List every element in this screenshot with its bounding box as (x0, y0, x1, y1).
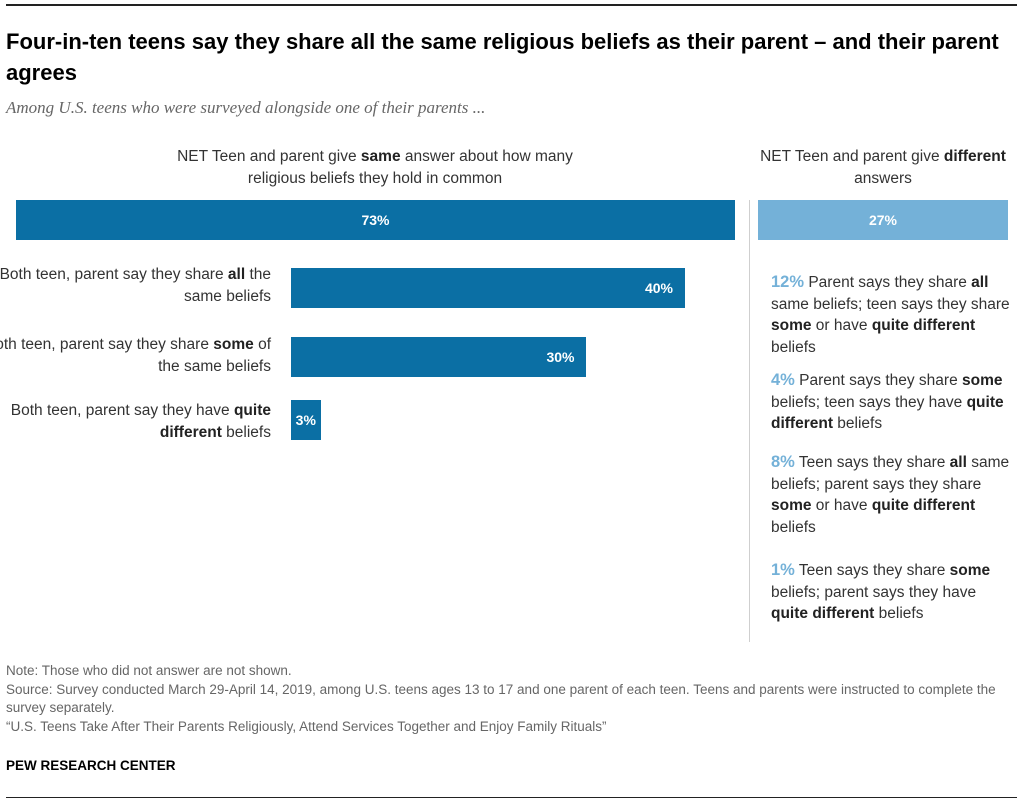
different-breakdown-item: 8% Teen says they share all same beliefs… (771, 453, 1010, 536)
different-breakdown-item: 1% Teen says they share some beliefs; pa… (771, 561, 991, 622)
chart-notes: Note: Those who did not answer are not s… (6, 662, 1016, 736)
same-breakdown-value-label: 30% (546, 349, 575, 365)
chart-title: Four-in-ten teens say they share all the… (6, 29, 999, 85)
different-breakdown-value-label: 8% (771, 453, 795, 471)
same-breakdown-bar (291, 337, 587, 377)
same-breakdown-category-label: Both teen, parent say they share all the… (0, 266, 271, 305)
different-breakdown-value-label: 1% (771, 561, 795, 579)
same-breakdown-bar (291, 268, 685, 308)
same-breakdown-bar (291, 400, 321, 440)
net-different-bar (758, 200, 1008, 240)
source-text: Source: Survey conducted March 29-April … (6, 681, 996, 716)
note-text: Note: Those who did not answer are not s… (6, 663, 292, 678)
same-breakdown-category-label: Both teen, parent say they have quite di… (10, 402, 271, 441)
different-breakdown-value-label: 4% (771, 371, 795, 389)
different-breakdown-item: 12% Parent says they share all same beli… (771, 273, 1010, 356)
same-breakdown-category-label: Both teen, parent say they share some of… (0, 336, 271, 375)
net-same-value-label: 73% (361, 212, 390, 228)
brand-logo-text: PEW RESEARCH CENTER (6, 758, 176, 773)
same-breakdown-value-label: 40% (644, 280, 673, 296)
same-breakdown-value-label: 3% (295, 412, 316, 428)
report-title: “U.S. Teens Take After Their Parents Rel… (6, 718, 607, 734)
chart-subtitle: Among U.S. teens who were surveyed along… (6, 98, 486, 117)
different-breakdown-item: 4% Parent says they share some beliefs; … (771, 371, 1004, 432)
top-rule (6, 4, 1017, 6)
net-different-heading: NET Teen and parent give different answe… (760, 148, 1006, 187)
bottom-rule (6, 797, 1017, 798)
net-same-bar (16, 200, 735, 240)
net-same-heading: NET Teen and parent give same answer abo… (177, 148, 573, 187)
different-breakdown-value-label: 12% (771, 273, 805, 291)
column-divider (749, 200, 750, 642)
net-different-value-label: 27% (868, 212, 898, 228)
